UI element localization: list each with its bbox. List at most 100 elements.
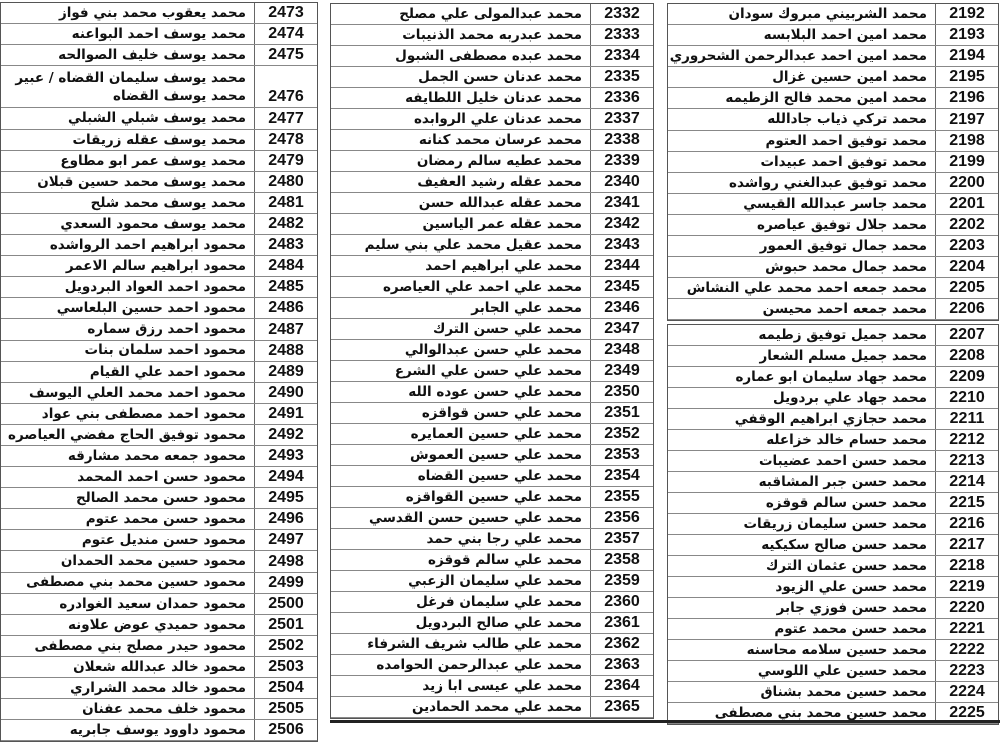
person-name: محمد جمال محمد حبوش [668, 257, 936, 278]
table-row: محمود احمد سلمان بنات 2488 [1, 340, 317, 362]
person-name: محمود احمد علي القيام [1, 361, 255, 382]
table-row: محمد عدنان حسن الجمل 2335 [331, 67, 653, 88]
table-row: محمد علي طالب شريف الشرفاء 2362 [331, 634, 653, 655]
person-name: محمد جمعه احمد محيسن [668, 299, 936, 320]
table-row: محمد عرسان محمد كنانه 2338 [331, 130, 653, 151]
person-name: محمد حسن سالم قوقزه [668, 493, 936, 513]
table-row: محمد حسن احمد عضيبات 2213 [668, 451, 998, 472]
serial-number: 2498 [268, 552, 304, 570]
person-name: محمود حسن محمد الصالح [1, 488, 255, 509]
table-row: محمود حسن محمد عتوم 2496 [1, 509, 317, 531]
serial-number: 2489 [268, 362, 304, 380]
table-row: محمود حميدي عوض علاونه 2501 [1, 614, 317, 636]
serial-number: 2344 [604, 257, 640, 274]
serial-number: 2490 [268, 383, 304, 401]
person-name: محمد يوسف محمد حسين قبلان [1, 171, 255, 192]
serial-number: 2343 [604, 236, 640, 253]
serial-number: 2337 [604, 110, 640, 127]
table-row: محمد عقله عبدالله حسن 2341 [331, 193, 653, 214]
person-name: محمد علي سليمان فرغل [331, 592, 591, 612]
table-row: محمد علي صالح البردويل 2361 [331, 613, 653, 634]
person-name: محمد يعقوب محمد بني فواز [1, 3, 255, 24]
serial-number: 2196 [949, 89, 985, 107]
serial-number: 2335 [604, 68, 640, 85]
person-name: محمود احمد حسين البلعاسي [1, 298, 255, 319]
table-row: محمد عقله عمر الياسين 2342 [331, 214, 653, 235]
person-name: محمود حسين محمد بني مصطفى [1, 572, 255, 593]
serial-number: 2476 [268, 88, 304, 106]
table-row: محمد جلال توفيق عياصره 2202 [668, 214, 998, 237]
person-name: محمد امين محمد فالح الزطيمه [668, 88, 936, 109]
table-row: محمد يوسف خليف الصوالحه 2475 [1, 45, 317, 67]
table-row: محمد حسن سليمان زريقات 2216 [668, 514, 998, 535]
table-row: محمد جمعه احمد محمد علي النشاش 2205 [668, 278, 998, 300]
serial-number: 2200 [949, 173, 985, 191]
serial-number: 2505 [268, 700, 304, 718]
table-row: محمود خالد محمد الشراري 2504 [1, 678, 317, 700]
person-name: محمود احمد محمد العلي اليوسف [1, 382, 255, 403]
serial-number: 2221 [949, 620, 985, 637]
person-name: محمد علي حسين القضاه [331, 466, 591, 486]
serial-number: 2481 [268, 193, 304, 211]
serial-number: 2506 [268, 721, 304, 739]
table-row: محمد يوسف عقله زريقات 2478 [1, 129, 317, 151]
serial-number: 2217 [949, 536, 985, 553]
names-table-left: محمد يعقوب محمد بني فواز 2473 محمد يوسف اح… [0, 2, 318, 742]
serial-number: 2336 [604, 89, 640, 106]
table-row: محمد علي عيسى ابا زيد 2364 [331, 676, 653, 697]
table-row: محمد جميل مسلم الشعار 2208 [668, 346, 998, 367]
person-name: محمد جاسر عبدالله القيسي [668, 193, 936, 214]
serial-number: 2334 [604, 47, 640, 64]
table-row: محمد علي سليمان فرغل 2360 [331, 592, 653, 613]
serial-number: 2209 [949, 368, 985, 385]
serial-number: 2365 [604, 698, 640, 715]
person-name: محمود ابراهيم سالم الاعمر [1, 256, 255, 277]
table-row: محمود احمد حسين البلعاسي 2486 [1, 298, 317, 320]
serial-number: 2219 [949, 578, 985, 595]
table-row: محمد علي سليمان الزعبي 2359 [331, 571, 653, 592]
serial-number: 2484 [268, 257, 304, 275]
serial-number: 2501 [268, 615, 304, 633]
serial-number: 2487 [268, 320, 304, 338]
serial-number: 2345 [604, 278, 640, 295]
person-name: محمود احمد رزق سماره [1, 319, 255, 340]
serial-number: 2202 [949, 216, 985, 234]
person-name: محمود ابراهيم احمد الرواشده [1, 235, 255, 256]
serial-number: 2357 [604, 530, 640, 547]
person-name: محمود حسين محمد الحمدان [1, 551, 255, 572]
table-row: محمد حجازي ابراهيم الوقفي 2211 [668, 409, 998, 430]
serial-number: 2486 [268, 299, 304, 317]
table-row: محمد توفيق عبدالغني رواشده 2200 [668, 172, 998, 194]
person-name: محمد علي حسين العمايره [331, 424, 591, 444]
serial-number: 2494 [268, 468, 304, 486]
serial-number: 2356 [604, 509, 640, 526]
table-row: محمد علي رجا بني حمد 2357 [331, 529, 653, 550]
table-row: محمد عبدالمولى علي مصلح 2332 [331, 4, 653, 25]
serial-number: 2492 [268, 425, 304, 443]
person-name: محمد علي سليمان الزعبي [331, 571, 591, 591]
person-name: محمد امين احمد البلابسه [668, 25, 936, 46]
person-name: محمد حسن عثمان الترك [668, 556, 936, 576]
person-name: محمود خالد محمد الشراري [1, 678, 255, 699]
serial-number: 2363 [604, 656, 640, 673]
table-row: محمد عطيه سالم رمضان 2339 [331, 151, 653, 172]
table-row: محمود حسن احمد المحمد 2494 [1, 467, 317, 489]
serial-number: 2479 [268, 151, 304, 169]
table-row: محمد حسين علي اللوسي 2223 [668, 661, 998, 682]
table-row: محمد عبده مصطفى الشبول 2334 [331, 46, 653, 67]
serial-number: 2203 [949, 237, 985, 255]
table-row: محمد جمال توفيق العمور 2203 [668, 236, 998, 258]
person-name: محمد تركي ذياب جادالله [668, 109, 936, 130]
serial-number: 2215 [949, 494, 985, 511]
serial-number: 2350 [604, 383, 640, 400]
table-row: محمد حسن علي الزيود 2219 [668, 577, 998, 598]
table-row: محمد توفيق احمد العتوم 2198 [668, 130, 998, 152]
table-row: محمد علي حسين العمايره 2352 [331, 424, 653, 445]
table-row: محمد يوسف محمود السعدي 2482 [1, 213, 317, 236]
table-row: محمد علي سالم قوقزه 2358 [331, 550, 653, 571]
table-row: محمد يوسف سليمان القضاه / عبير محمد يوسف… [1, 66, 317, 109]
serial-number: 2223 [949, 662, 985, 679]
table-row: محمد جميل توفيق زطيمه 2207 [668, 325, 998, 346]
table-row: محمد جمال محمد حبوش 2204 [668, 257, 998, 279]
person-name: محمود حميدي عوض علاونه [1, 614, 255, 635]
